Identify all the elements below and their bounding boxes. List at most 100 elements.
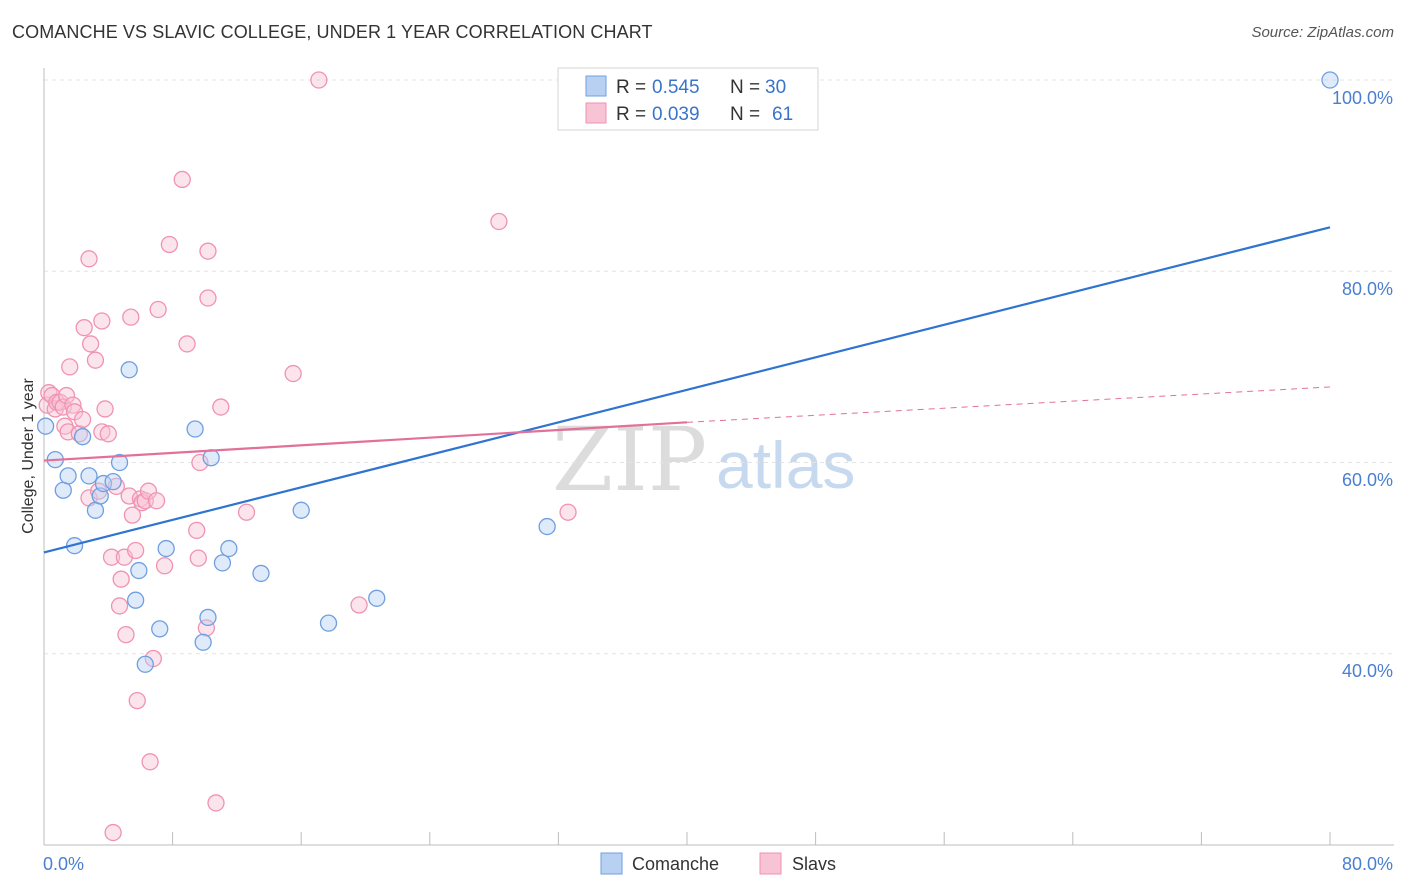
slavs-point-26 <box>104 823 122 842</box>
slavs-points <box>38 71 577 842</box>
comanche-point-20 <box>199 608 217 627</box>
slavs-point-44 <box>149 300 167 319</box>
slavs-point-49 <box>188 521 206 540</box>
slavs-point-53 <box>199 289 217 307</box>
slavs-point-11 <box>64 396 82 414</box>
y-tick-label-40: 40.0% <box>1342 661 1393 681</box>
slavs-point-23 <box>96 400 114 418</box>
bottom-legend-swatch-comanche <box>600 852 623 875</box>
legend-slavs-r-label: R = <box>616 104 646 125</box>
legend-swatch-comanche <box>585 75 607 97</box>
slavs-trend-line-extension <box>686 386 1331 423</box>
comanche-point-19 <box>194 633 212 651</box>
x-tick-marks <box>43 832 1331 845</box>
slavs-point-24 <box>99 425 117 443</box>
comanche-point-7 <box>86 501 105 519</box>
legend-slavs-n-label: N = <box>730 104 760 125</box>
slavs-point-60 <box>350 596 368 614</box>
chart-title: COMANCHE VS SLAVIC COLLEGE, UNDER 1 YEAR… <box>12 22 653 42</box>
slavs-point-14 <box>73 410 92 429</box>
slavs-trend-line <box>43 421 688 462</box>
slavs-point-57 <box>237 503 256 521</box>
slavs-point-27 <box>107 477 125 496</box>
slavs-point-19 <box>86 351 105 369</box>
comanche-trend-line <box>43 226 1331 554</box>
trend-lines <box>43 226 1331 554</box>
bottom-legend-comanche: Comanche <box>632 854 719 874</box>
slavs-point-34 <box>123 506 142 524</box>
slavs-point-29 <box>112 570 130 588</box>
slavs-point-61 <box>490 212 508 231</box>
comanche-point-10 <box>104 472 122 491</box>
slavs-point-50 <box>189 549 207 567</box>
watermark-atlas: atlas <box>716 428 855 502</box>
comanche-point-24 <box>252 564 270 583</box>
comanche-point-12 <box>120 361 138 379</box>
slavs-point-13 <box>70 425 89 443</box>
series-legend: Comanche Slavs <box>600 852 836 875</box>
comanche-point-23 <box>220 539 238 558</box>
slavs-point-15 <box>75 319 93 337</box>
comanche-point-13 <box>126 591 145 609</box>
comanche-point-0 <box>36 417 55 435</box>
comanche-point-21 <box>202 449 220 467</box>
chart-source: Source: ZipAtlas.com <box>1251 24 1394 41</box>
x-tick-label-max: 80.0% <box>1342 854 1393 874</box>
slavs-point-18 <box>81 335 100 353</box>
slavs-point-8 <box>57 386 76 405</box>
y-axis-label: College, Under 1 year <box>20 378 37 534</box>
y-tick-label-60: 60.0% <box>1342 470 1393 490</box>
slavs-point-58 <box>284 364 302 383</box>
grid-lines <box>44 79 1394 655</box>
slavs-point-62 <box>559 503 577 521</box>
slavs-point-31 <box>117 625 135 644</box>
comanche-point-18 <box>186 420 204 438</box>
comanche-point-17 <box>157 539 175 558</box>
slavs-point-25 <box>102 548 121 566</box>
slavs-point-41 <box>141 753 159 771</box>
legend-swatch-slavs <box>585 102 607 124</box>
slavs-point-46 <box>160 235 179 254</box>
slavs-point-21 <box>93 423 111 441</box>
comanche-point-11 <box>110 453 129 472</box>
slavs-point-28 <box>110 597 129 615</box>
comanche-point-6 <box>80 467 98 485</box>
slavs-point-5 <box>51 393 69 411</box>
slavs-point-48 <box>178 335 196 353</box>
legend-slavs-n-value: 61 <box>772 104 793 125</box>
slavs-point-22 <box>93 312 111 330</box>
comanche-point-28 <box>538 517 556 536</box>
slavs-point-45 <box>155 557 174 575</box>
x-tick-label-min: 0.0% <box>43 854 84 874</box>
comanche-point-29 <box>1321 71 1339 89</box>
comanche-point-16 <box>151 620 169 638</box>
legend-comanche-n-label: N = <box>730 77 760 98</box>
bottom-legend-slavs: Slavs <box>792 854 836 874</box>
slavs-point-54 <box>199 242 217 260</box>
comanche-point-3 <box>59 467 77 485</box>
comanche-point-14 <box>130 561 148 580</box>
comanche-point-26 <box>319 614 338 632</box>
comanche-point-15 <box>136 655 154 673</box>
y-tick-label-100: 100.0% <box>1332 88 1393 108</box>
comanche-point-2 <box>54 481 72 499</box>
slavs-point-43 <box>147 492 166 510</box>
slavs-point-35 <box>126 541 145 560</box>
comanche-point-25 <box>292 501 310 519</box>
legend-slavs-r-value: 0.039 <box>652 104 700 125</box>
legend-comanche-r-label: R = <box>616 77 646 98</box>
comanche-points <box>36 71 1339 673</box>
comanche-point-27 <box>368 589 386 607</box>
bottom-legend-swatch-slavs <box>759 852 782 875</box>
slavs-point-56 <box>212 398 230 416</box>
slavs-point-36 <box>128 691 146 710</box>
y-tick-label-80: 80.0% <box>1342 279 1393 299</box>
slavs-point-17 <box>80 250 98 268</box>
slavs-point-33 <box>122 308 140 326</box>
comanche-point-22 <box>213 554 232 572</box>
legend-comanche-n-value: 30 <box>765 77 786 98</box>
slavs-point-47 <box>173 170 191 189</box>
legend-comanche-r-value: 0.545 <box>652 77 700 98</box>
slavs-point-59 <box>310 71 328 89</box>
